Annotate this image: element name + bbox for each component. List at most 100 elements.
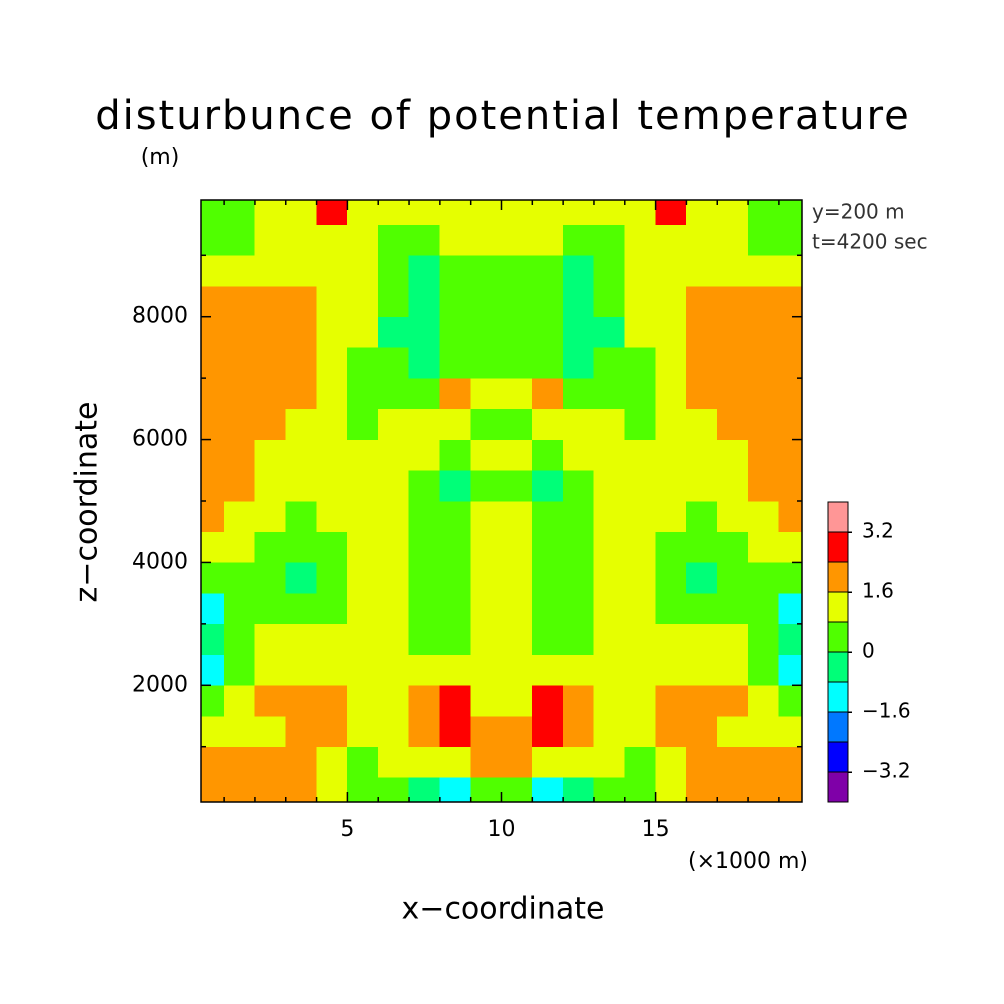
contour-cell xyxy=(716,408,749,440)
contour-cell xyxy=(778,531,803,563)
contour-cell xyxy=(200,224,225,256)
contour-cell xyxy=(532,531,564,563)
contour-cell xyxy=(254,285,287,318)
contour-cell xyxy=(316,408,348,440)
colorbar-tick-label: −3.2 xyxy=(862,759,911,783)
contour-cell xyxy=(408,623,441,655)
contour-cell xyxy=(408,285,441,318)
contour-cell xyxy=(285,715,317,748)
contour-cell xyxy=(316,654,348,686)
contour-cell xyxy=(285,531,317,563)
contour-cell xyxy=(655,347,687,379)
contour-cell xyxy=(408,531,441,563)
contour-cell xyxy=(593,285,626,318)
colorbar-segment xyxy=(827,681,849,713)
contour-cell xyxy=(532,199,564,225)
contour-cell xyxy=(223,469,256,502)
contour-cell xyxy=(470,254,502,287)
colorbar-segment xyxy=(827,621,849,653)
contour-cell xyxy=(223,199,256,225)
contour-cell xyxy=(562,469,595,502)
contour-cell xyxy=(655,500,687,533)
contour-cell xyxy=(254,623,287,655)
contour-cell xyxy=(593,684,626,717)
contour-cell xyxy=(200,592,225,625)
contour-cell xyxy=(562,715,595,748)
contour-cell xyxy=(562,684,595,717)
contour-cell xyxy=(200,684,225,717)
contour-cell xyxy=(347,347,379,379)
contour-cell xyxy=(532,439,564,471)
contour-cell xyxy=(223,254,256,287)
contour-cell xyxy=(593,746,626,778)
colorbar-segment xyxy=(827,771,849,803)
contour-cell xyxy=(377,285,410,318)
contour-cell xyxy=(223,562,256,594)
contour-cell xyxy=(624,254,656,287)
contour-cell xyxy=(686,623,718,655)
contour-cell xyxy=(747,347,780,379)
contour-cell xyxy=(532,777,564,803)
contour-cell xyxy=(716,654,749,686)
contour-cell xyxy=(316,199,348,225)
contour-cell xyxy=(254,715,287,748)
contour-cell xyxy=(747,254,780,287)
contour-cell xyxy=(593,592,626,625)
contour-cell xyxy=(347,500,379,533)
contour-cell xyxy=(377,777,410,803)
contour-cell xyxy=(316,224,348,256)
contour-cell xyxy=(254,531,287,563)
contour-cell xyxy=(377,715,410,748)
x-tick-label: 5 xyxy=(340,817,354,842)
contour-cell xyxy=(655,254,687,287)
contour-cell xyxy=(686,408,718,440)
contour-cell xyxy=(285,224,317,256)
contour-cell xyxy=(778,199,803,225)
contour-cell xyxy=(439,408,471,440)
contour-cell xyxy=(439,500,471,533)
contour-cell xyxy=(778,347,803,379)
contour-cell xyxy=(716,592,749,625)
contour-cell xyxy=(532,224,564,256)
contour-cell xyxy=(593,316,626,348)
contour-cell xyxy=(501,377,533,410)
contour-cell xyxy=(470,684,502,717)
contour-cell xyxy=(686,684,718,717)
contour-cell xyxy=(408,254,441,287)
contour-cell xyxy=(655,777,687,803)
contour-cell xyxy=(686,777,718,803)
contour-cell xyxy=(223,439,256,471)
contour-cell xyxy=(377,623,410,655)
contour-cell xyxy=(778,316,803,348)
contour-cell xyxy=(562,592,595,625)
y-tick-label: 4000 xyxy=(132,549,188,574)
contour-cell xyxy=(470,531,502,563)
contour-cell xyxy=(778,469,803,502)
contour-cell xyxy=(223,408,256,440)
contour-cell xyxy=(532,285,564,318)
contour-cell xyxy=(624,316,656,348)
contour-cell xyxy=(624,469,656,502)
contour-cell xyxy=(408,469,441,502)
contour-cell xyxy=(562,254,595,287)
chart-title: disturbunce of potential temperature xyxy=(95,93,911,139)
contour-cell xyxy=(716,224,749,256)
contour-cell xyxy=(200,777,225,803)
contour-cell xyxy=(223,285,256,318)
contour-cell xyxy=(316,316,348,348)
contour-cell xyxy=(470,623,502,655)
contour-cell xyxy=(686,347,718,379)
contour-cell xyxy=(408,592,441,625)
contour-cell xyxy=(200,347,225,379)
contour-cell xyxy=(316,684,348,717)
colorbar-tick-label: 3.2 xyxy=(862,519,894,543)
contour-cell xyxy=(624,777,656,803)
contour-cell xyxy=(470,592,502,625)
contour-cell xyxy=(686,562,718,594)
colorbar-tick-label: 0 xyxy=(862,639,875,663)
contour-cell xyxy=(316,562,348,594)
contour-cell xyxy=(562,623,595,655)
contour-cell xyxy=(470,562,502,594)
